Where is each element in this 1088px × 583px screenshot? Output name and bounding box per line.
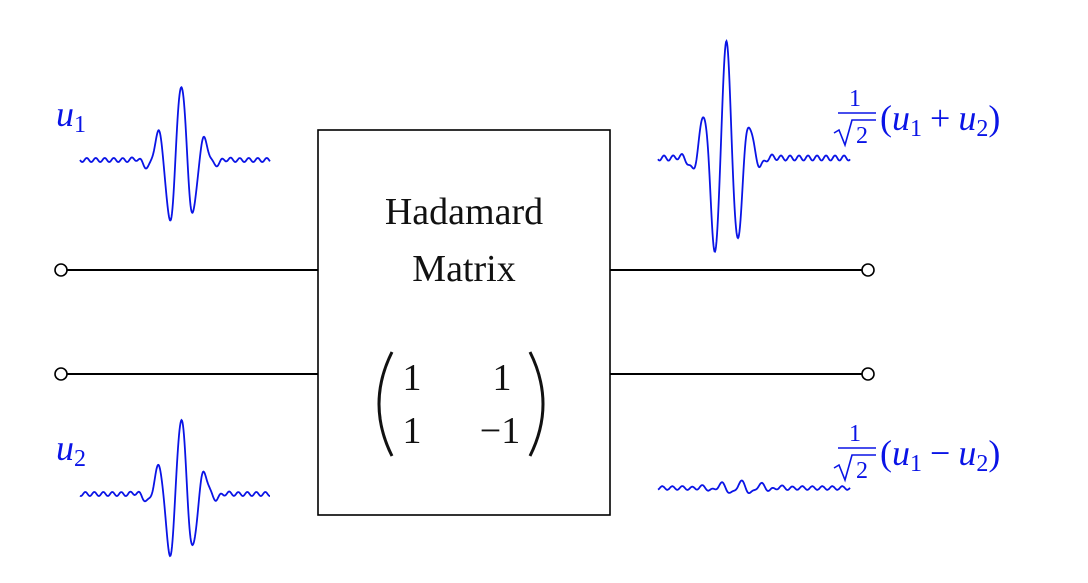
matrix-cell-2-2: −1 bbox=[480, 410, 520, 452]
output-terminal-2 bbox=[861, 367, 875, 381]
matrix-right-paren bbox=[528, 351, 545, 457]
block-title-line1: Hadamard bbox=[385, 191, 543, 233]
matrix-cell-1-2: 1 bbox=[493, 357, 512, 399]
sum-sqrt-radicand: 2 bbox=[856, 123, 868, 149]
diff-sqrt-radicand: 2 bbox=[856, 458, 868, 484]
matrix-cell-1-1: 1 bbox=[403, 357, 422, 399]
label-sum-output: 1 2 (u1 + u2) bbox=[833, 86, 1000, 149]
hadamard-matrix: 1 1 1 −1 bbox=[377, 351, 545, 457]
input-terminal-1 bbox=[54, 263, 68, 277]
diff-expression: (u1− u2) bbox=[880, 433, 1000, 477]
sum-expression: (u1 + u2) bbox=[880, 98, 1000, 142]
output-terminal-1 bbox=[861, 263, 875, 277]
waveform-u2 bbox=[79, 418, 270, 558]
hadamard-block bbox=[317, 129, 611, 516]
input-terminal-2 bbox=[54, 367, 68, 381]
waveform-sum bbox=[657, 39, 851, 253]
waveform-diff bbox=[657, 479, 851, 495]
label-u2: u2 bbox=[56, 428, 86, 472]
matrix-cell-2-1: 1 bbox=[403, 410, 422, 452]
matrix-left-paren bbox=[377, 351, 394, 457]
label-u1: u1 bbox=[56, 94, 86, 138]
block-title-line2: Matrix bbox=[412, 248, 515, 290]
sum-sqrt-sign bbox=[833, 119, 876, 148]
diff-sqrt-sign bbox=[833, 454, 876, 483]
diff-frac-num: 1 bbox=[849, 421, 861, 447]
sum-frac-num: 1 bbox=[849, 86, 861, 112]
waveform-u1 bbox=[79, 86, 271, 222]
label-diff-output: 1 2 (u1− u2) bbox=[833, 421, 1000, 484]
